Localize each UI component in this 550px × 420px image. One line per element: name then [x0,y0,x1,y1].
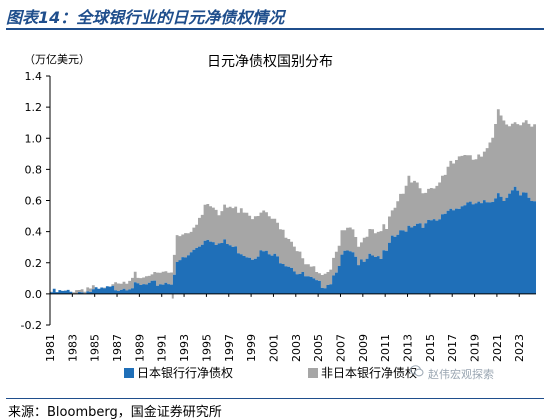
x-tick-label: 2007 [334,334,347,362]
x-tick-label: 2023 [513,334,526,362]
y-tick-label: 0.4 [25,226,43,239]
x-tick-label: 2011 [379,334,392,362]
x-tick-label: 2017 [446,334,459,362]
title-rule [6,28,544,30]
x-tick-label: 1989 [133,334,146,362]
x-tick-label: 2005 [312,334,325,362]
x-tick-label: 1987 [111,334,124,362]
legend-label-non-japan: 非日本银行净债权 [321,366,417,380]
x-tick-label: 1993 [178,334,191,362]
plot-areas [50,109,536,299]
x-tick-label: 1983 [66,334,79,362]
x-tick-label: 2015 [424,334,437,362]
x-tick-label: 1999 [245,334,258,362]
figure-title: 图表14：全球银行业的日元净债权情况 [6,8,285,27]
x-ticks: 1981 1983 1985 1987 1989 1991 1993 1995 1997 1999… [44,293,526,362]
x-tick-label: 1985 [89,334,102,362]
y-ticks: -0.2 0.0 0.2 0.4 0.6 0.8 1.0 1.2 1.4 [21,70,50,332]
y-axis-label: （万亿美元） [24,53,90,66]
y-tick-label: 1.4 [25,70,43,83]
footer-rule [6,398,544,399]
watermark: 赵伟宏观探索 [428,368,494,381]
area-negative-dip [171,293,174,299]
x-tick-label: 1997 [223,334,236,362]
x-tick-label: 2009 [357,334,370,362]
y-tick-label: 0.8 [25,163,43,176]
source-note: 来源：Bloomberg，国金证券研究所 [8,405,222,420]
legend: 日本银行行净债权 非日本银行净债权 [124,366,417,380]
legend-label-japan: 日本银行行净债权 [137,366,233,380]
y-tick-label: -0.2 [21,319,42,332]
legend-swatch-non-japan [308,368,318,378]
x-tick-label: 1995 [200,334,213,362]
x-tick-label: 1981 [44,334,57,362]
x-tick-label: 2003 [290,334,303,362]
y-tick-label: 0.6 [25,195,43,208]
wechat-icon [410,365,424,377]
y-tick-label: 0.2 [25,257,43,270]
chart: 日元净债权国别分布 （万亿美元） -0.2 0.0 0.2 0.4 0.6 0.8 1.0 1… [21,53,536,380]
area-series-japan [50,186,536,294]
x-tick-label: 2013 [402,334,415,362]
legend-swatch-japan [124,368,134,378]
x-tick-label: 2021 [491,334,504,362]
y-tick-label: 0.0 [25,288,43,301]
x-tick-label: 2019 [469,334,482,362]
x-tick-label: 1991 [156,334,169,362]
y-tick-label: 1.2 [25,101,43,114]
x-tick-label: 2001 [267,334,280,362]
chart-title: 日元净债权国别分布 [207,54,333,70]
area-series-non-japan [50,109,536,294]
y-tick-label: 1.0 [25,132,43,145]
